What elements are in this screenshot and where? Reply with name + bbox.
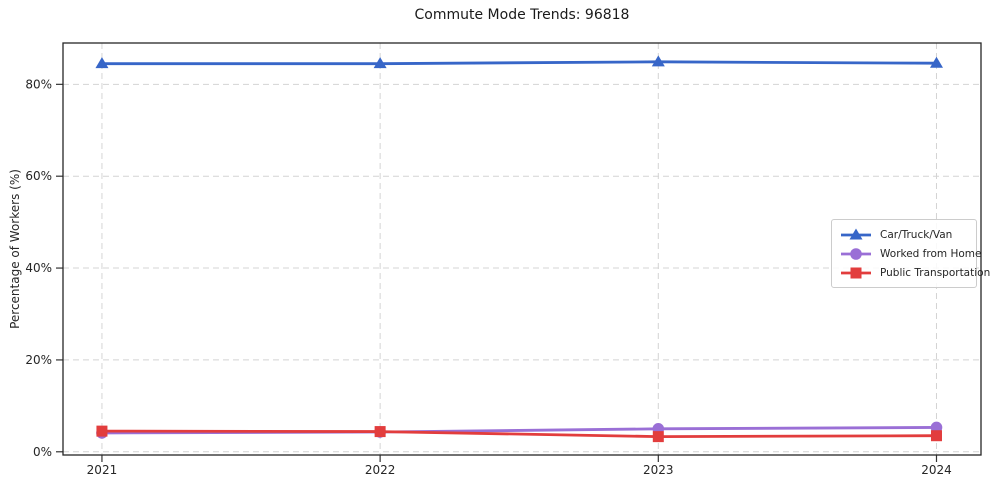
plot-border <box>62 42 982 456</box>
marker-car-truck-van <box>651 55 665 67</box>
legend-entry-car-truck-van: Car/Truck/Van <box>839 226 968 243</box>
x-tick-label: 2022 <box>365 463 396 477</box>
y-tick-label: 80% <box>25 77 52 91</box>
y-axis-label: Percentage of Workers (%) <box>8 169 22 329</box>
legend-label: Worked from Home <box>880 247 982 260</box>
legend-label: Car/Truck/Van <box>880 228 953 241</box>
marker-public-transportation <box>652 431 664 443</box>
y-tick-label: 20% <box>25 353 52 367</box>
marker-public-transportation <box>930 430 942 442</box>
legend-entry-worked-from-home: Worked from Home <box>839 245 981 262</box>
series-line-public-transportation <box>100 429 938 439</box>
triangle-marker-icon <box>841 228 871 239</box>
marker-car-truck-van <box>95 57 109 69</box>
chart-title: Commute Mode Trends: 96818 <box>414 7 630 23</box>
legend-label: Public Transportation <box>880 266 990 279</box>
y-tick-label: 40% <box>25 261 52 275</box>
x-tick-label: 2023 <box>643 463 674 477</box>
marker-car-truck-van <box>929 56 943 68</box>
x-tick-label: 2024 <box>921 463 952 477</box>
square-marker-icon <box>841 267 871 278</box>
legend: Car/Truck/Van Worked from Home Public Tran… <box>831 219 990 288</box>
x-tick-label: 2021 <box>87 463 118 477</box>
legend-entry-public-transportation: Public Transportation <box>839 264 990 281</box>
series-line-car-truck-van <box>100 60 938 66</box>
y-tick-label: 0% <box>33 445 52 459</box>
circle-marker-icon <box>841 247 871 260</box>
y-tick-label: 60% <box>25 169 52 183</box>
marker-public-transportation <box>374 426 386 438</box>
marker-public-transportation <box>96 425 108 437</box>
marker-car-truck-van <box>373 57 387 69</box>
